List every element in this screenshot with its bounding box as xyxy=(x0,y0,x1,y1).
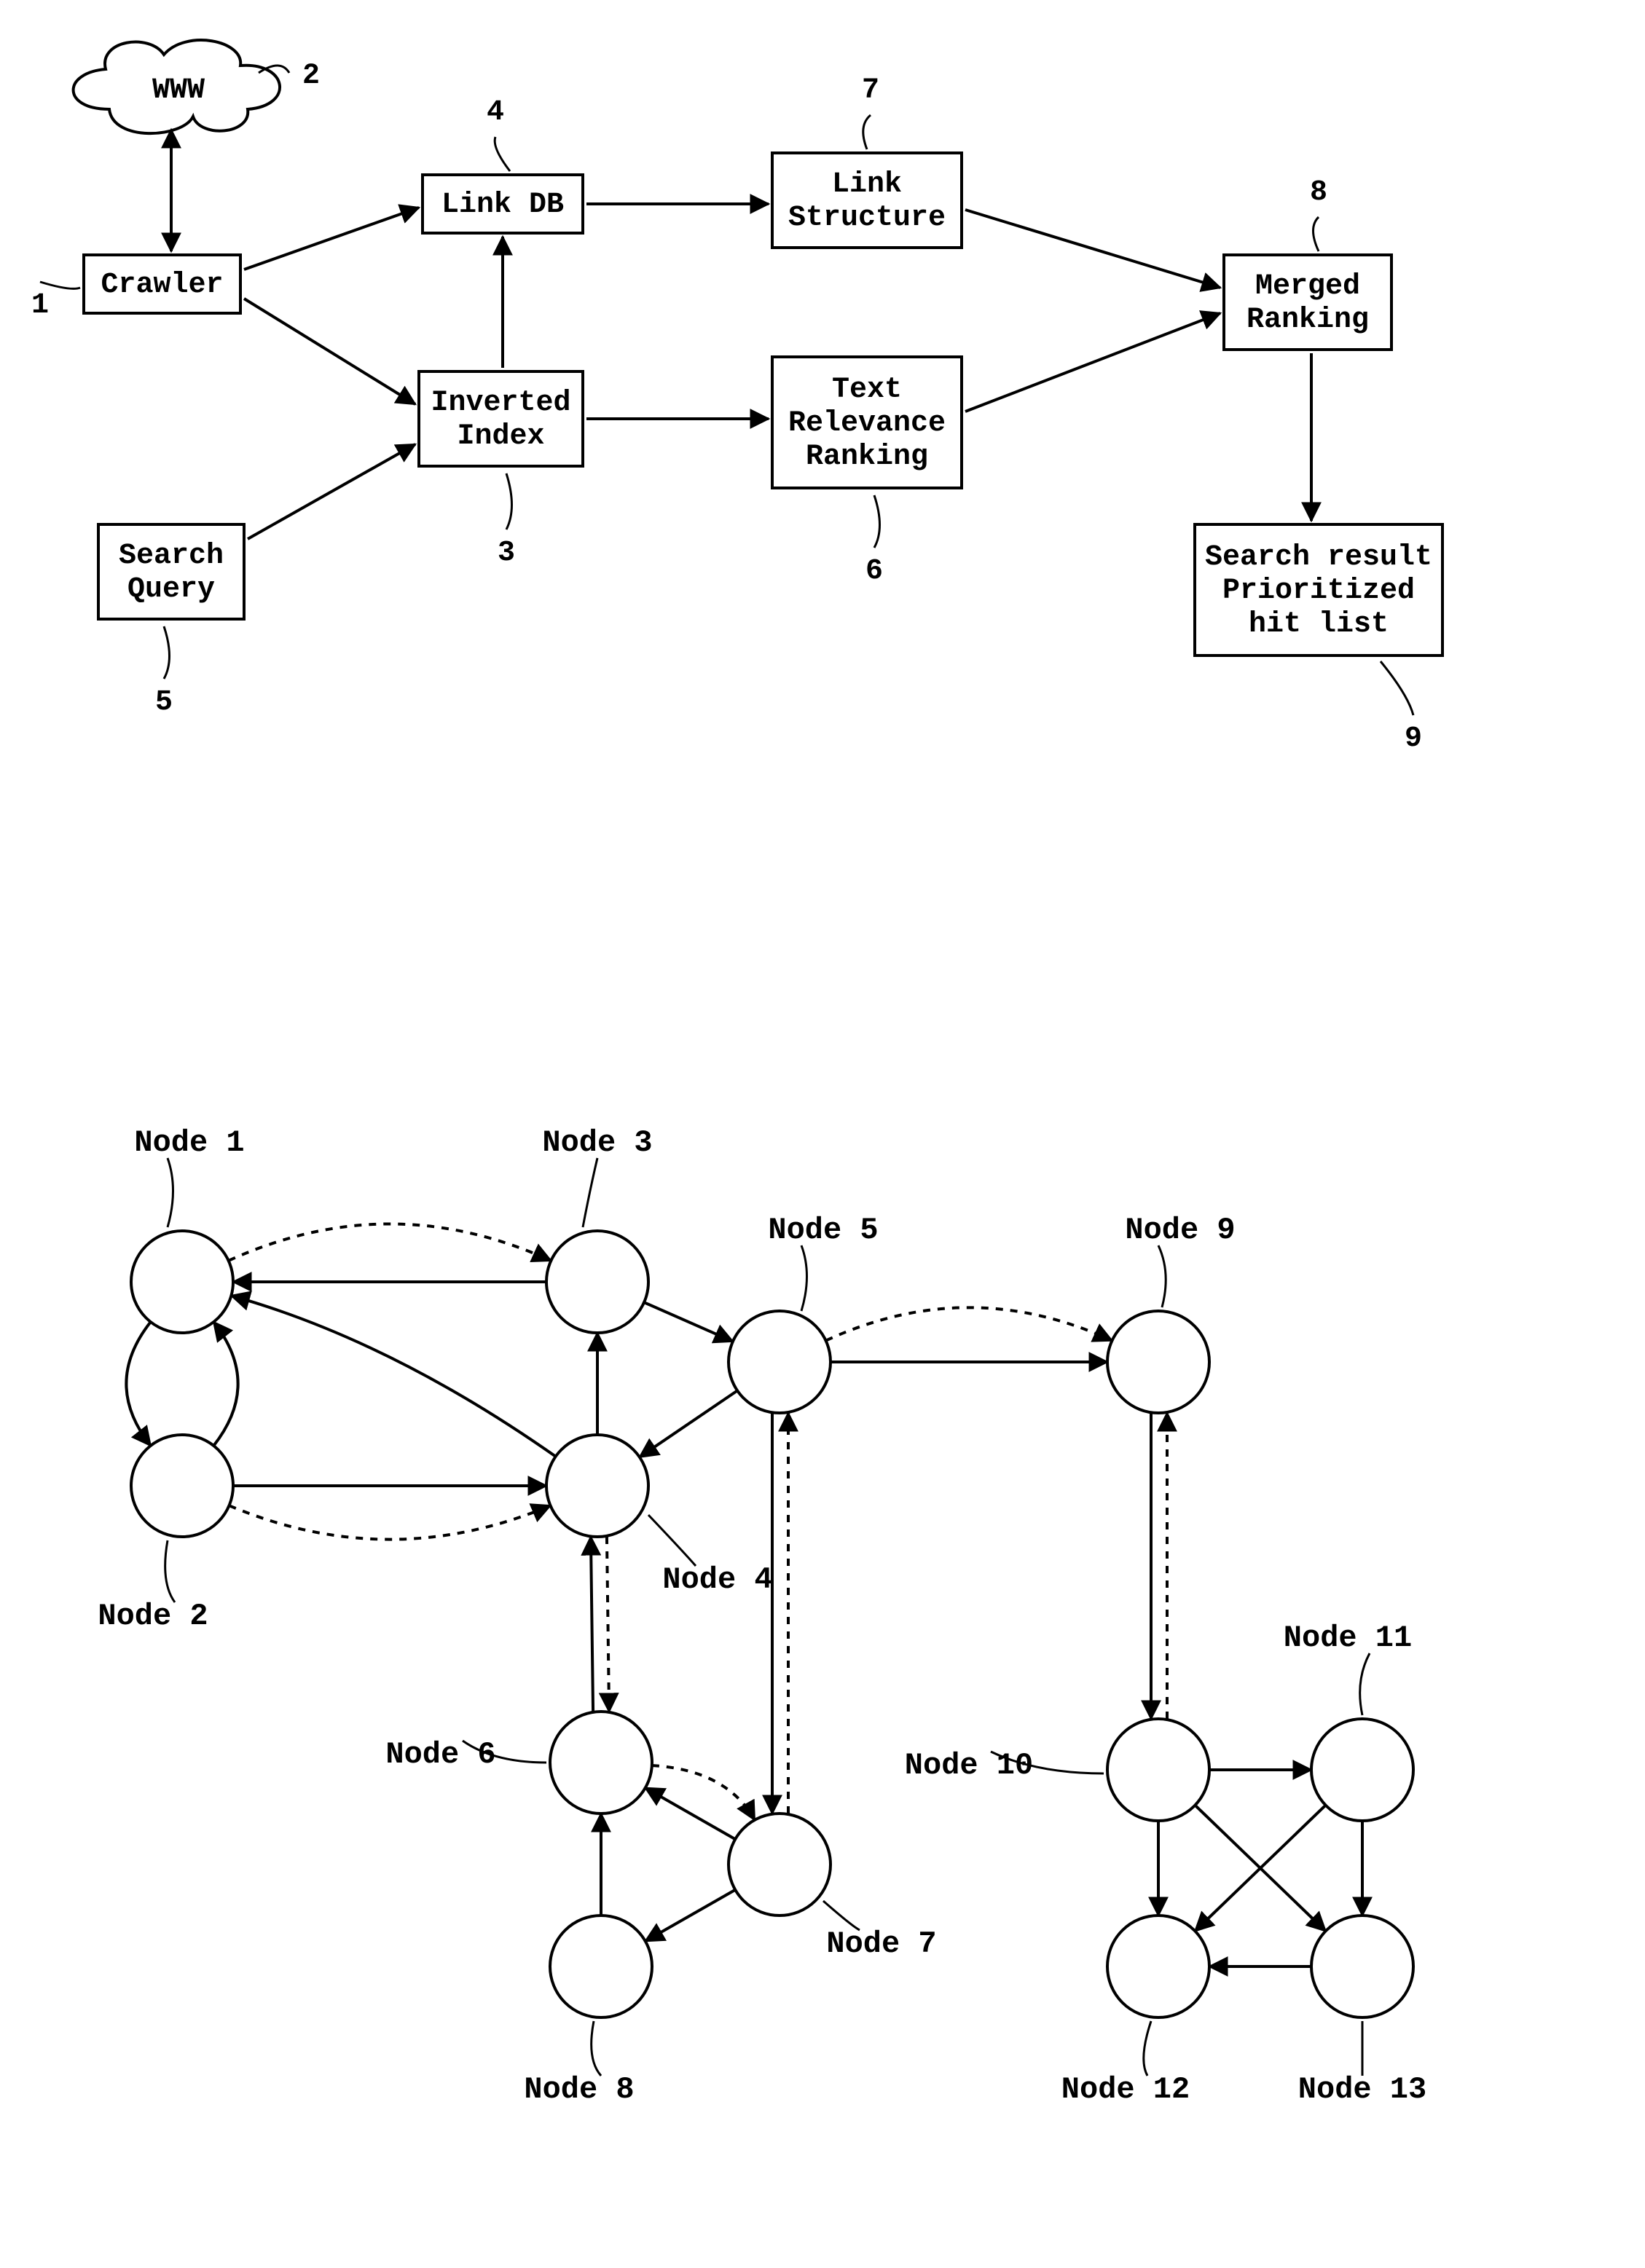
box-textrel-line-1: Relevance xyxy=(788,407,946,440)
node-3 xyxy=(546,1231,648,1333)
node-13 xyxy=(1311,1915,1413,2017)
node-leader xyxy=(165,1540,175,1602)
node-11 xyxy=(1311,1719,1413,1821)
box-textrel-line-2: Ranking xyxy=(806,441,928,473)
node-leader xyxy=(1158,1245,1166,1307)
callout-leader xyxy=(40,282,80,288)
flow-edge-squery-invindex xyxy=(248,444,415,539)
net-dash-2-4 xyxy=(229,1505,551,1539)
node-leader xyxy=(1360,1653,1370,1715)
node-10 xyxy=(1107,1719,1209,1821)
callout-number-9: 9 xyxy=(1405,722,1422,755)
flow-edge-linkstruct-merged xyxy=(965,210,1220,288)
callout-number-4: 4 xyxy=(487,96,504,129)
node-7-label: Node 7 xyxy=(826,1926,936,1961)
net-curve-1-2 xyxy=(126,1322,150,1446)
node-1 xyxy=(131,1231,233,1333)
callout-leader xyxy=(874,495,880,548)
net-curve-4-1 xyxy=(231,1296,555,1457)
node-leader xyxy=(823,1901,860,1930)
box-result-line-2: hit list xyxy=(1249,608,1389,641)
callout-number-5: 5 xyxy=(155,686,173,719)
callout-leader xyxy=(495,137,510,171)
callout-number-8: 8 xyxy=(1310,176,1327,209)
box-merged-line-1: Ranking xyxy=(1246,304,1369,336)
cloud-label: WWW xyxy=(152,74,205,107)
net-edge-7-8 xyxy=(645,1890,735,1942)
callout-number-7: 7 xyxy=(862,74,879,107)
node-leader xyxy=(801,1245,807,1311)
box-result-line-0: Search result xyxy=(1205,541,1432,574)
node-leader xyxy=(583,1158,597,1227)
box-invindex-line-1: Index xyxy=(457,420,544,453)
node-6 xyxy=(550,1712,652,1814)
net-edge-3-5 xyxy=(644,1302,733,1342)
node-leader xyxy=(168,1158,173,1227)
callout-leader xyxy=(863,115,871,149)
node-leader xyxy=(648,1515,696,1566)
callout-leader xyxy=(164,626,170,679)
box-merged-line-0: Merged xyxy=(1255,270,1360,303)
node-5 xyxy=(729,1311,831,1413)
node-4-label: Node 4 xyxy=(662,1562,772,1597)
node-9-label: Node 9 xyxy=(1125,1213,1235,1248)
box-invindex-line-0: Inverted xyxy=(431,387,570,420)
net-curve-2-1 xyxy=(213,1322,237,1446)
node-13-label: Node 13 xyxy=(1298,2072,1426,2107)
callout-leader xyxy=(1314,217,1319,251)
flow-edge-crawler-invindex xyxy=(244,299,415,404)
callout-number-6: 6 xyxy=(865,555,883,588)
box-textrel-line-0: Text xyxy=(832,374,902,406)
box-result-line-1: Prioritized xyxy=(1222,575,1415,607)
node-7 xyxy=(729,1814,831,1915)
flow-edge-crawler-linkdb xyxy=(244,208,419,269)
node-4 xyxy=(546,1435,648,1537)
callout-number-3: 3 xyxy=(498,537,515,570)
node-leader xyxy=(1144,2021,1151,2076)
node-10-label: Node 10 xyxy=(905,1748,1033,1783)
net-dash-6-7 xyxy=(652,1765,755,1820)
callout-number-1: 1 xyxy=(31,289,49,322)
net-edge-5-4 xyxy=(640,1390,737,1457)
node-8 xyxy=(550,1915,652,2017)
callout-leader xyxy=(506,473,512,529)
box-linkdb-line-0: Link DB xyxy=(441,189,564,221)
net-edge-7-6 xyxy=(645,1788,735,1840)
node-3-label: Node 3 xyxy=(542,1125,652,1160)
box-squery-line-0: Search xyxy=(119,540,224,572)
node-9 xyxy=(1107,1311,1209,1413)
net-dash-1-3 xyxy=(229,1224,551,1260)
callout-number-2: 2 xyxy=(302,60,320,92)
node-2-label: Node 2 xyxy=(98,1599,208,1634)
net-dash-5-9 xyxy=(826,1307,1112,1340)
node-1-label: Node 1 xyxy=(134,1125,244,1160)
node-2 xyxy=(131,1435,233,1537)
node-11-label: Node 11 xyxy=(1284,1621,1412,1655)
box-crawler-line-0: Crawler xyxy=(101,269,223,302)
node-5-label: Node 5 xyxy=(768,1213,878,1248)
node-8-label: Node 8 xyxy=(524,2072,634,2107)
net-dash-4-6 xyxy=(607,1537,609,1712)
box-linkstruct-line-1: Structure xyxy=(788,202,946,235)
flow-edge-textrel-merged xyxy=(965,313,1220,412)
node-leader xyxy=(592,2021,601,2076)
callout-leader xyxy=(1381,661,1413,715)
node-12 xyxy=(1107,1915,1209,2017)
node-12-label: Node 12 xyxy=(1061,2072,1190,2107)
node-6-label: Node 6 xyxy=(385,1737,495,1772)
net-edge-6-4 xyxy=(591,1537,593,1712)
box-squery-line-1: Query xyxy=(127,573,215,606)
box-linkstruct-line-0: Link xyxy=(832,168,902,201)
